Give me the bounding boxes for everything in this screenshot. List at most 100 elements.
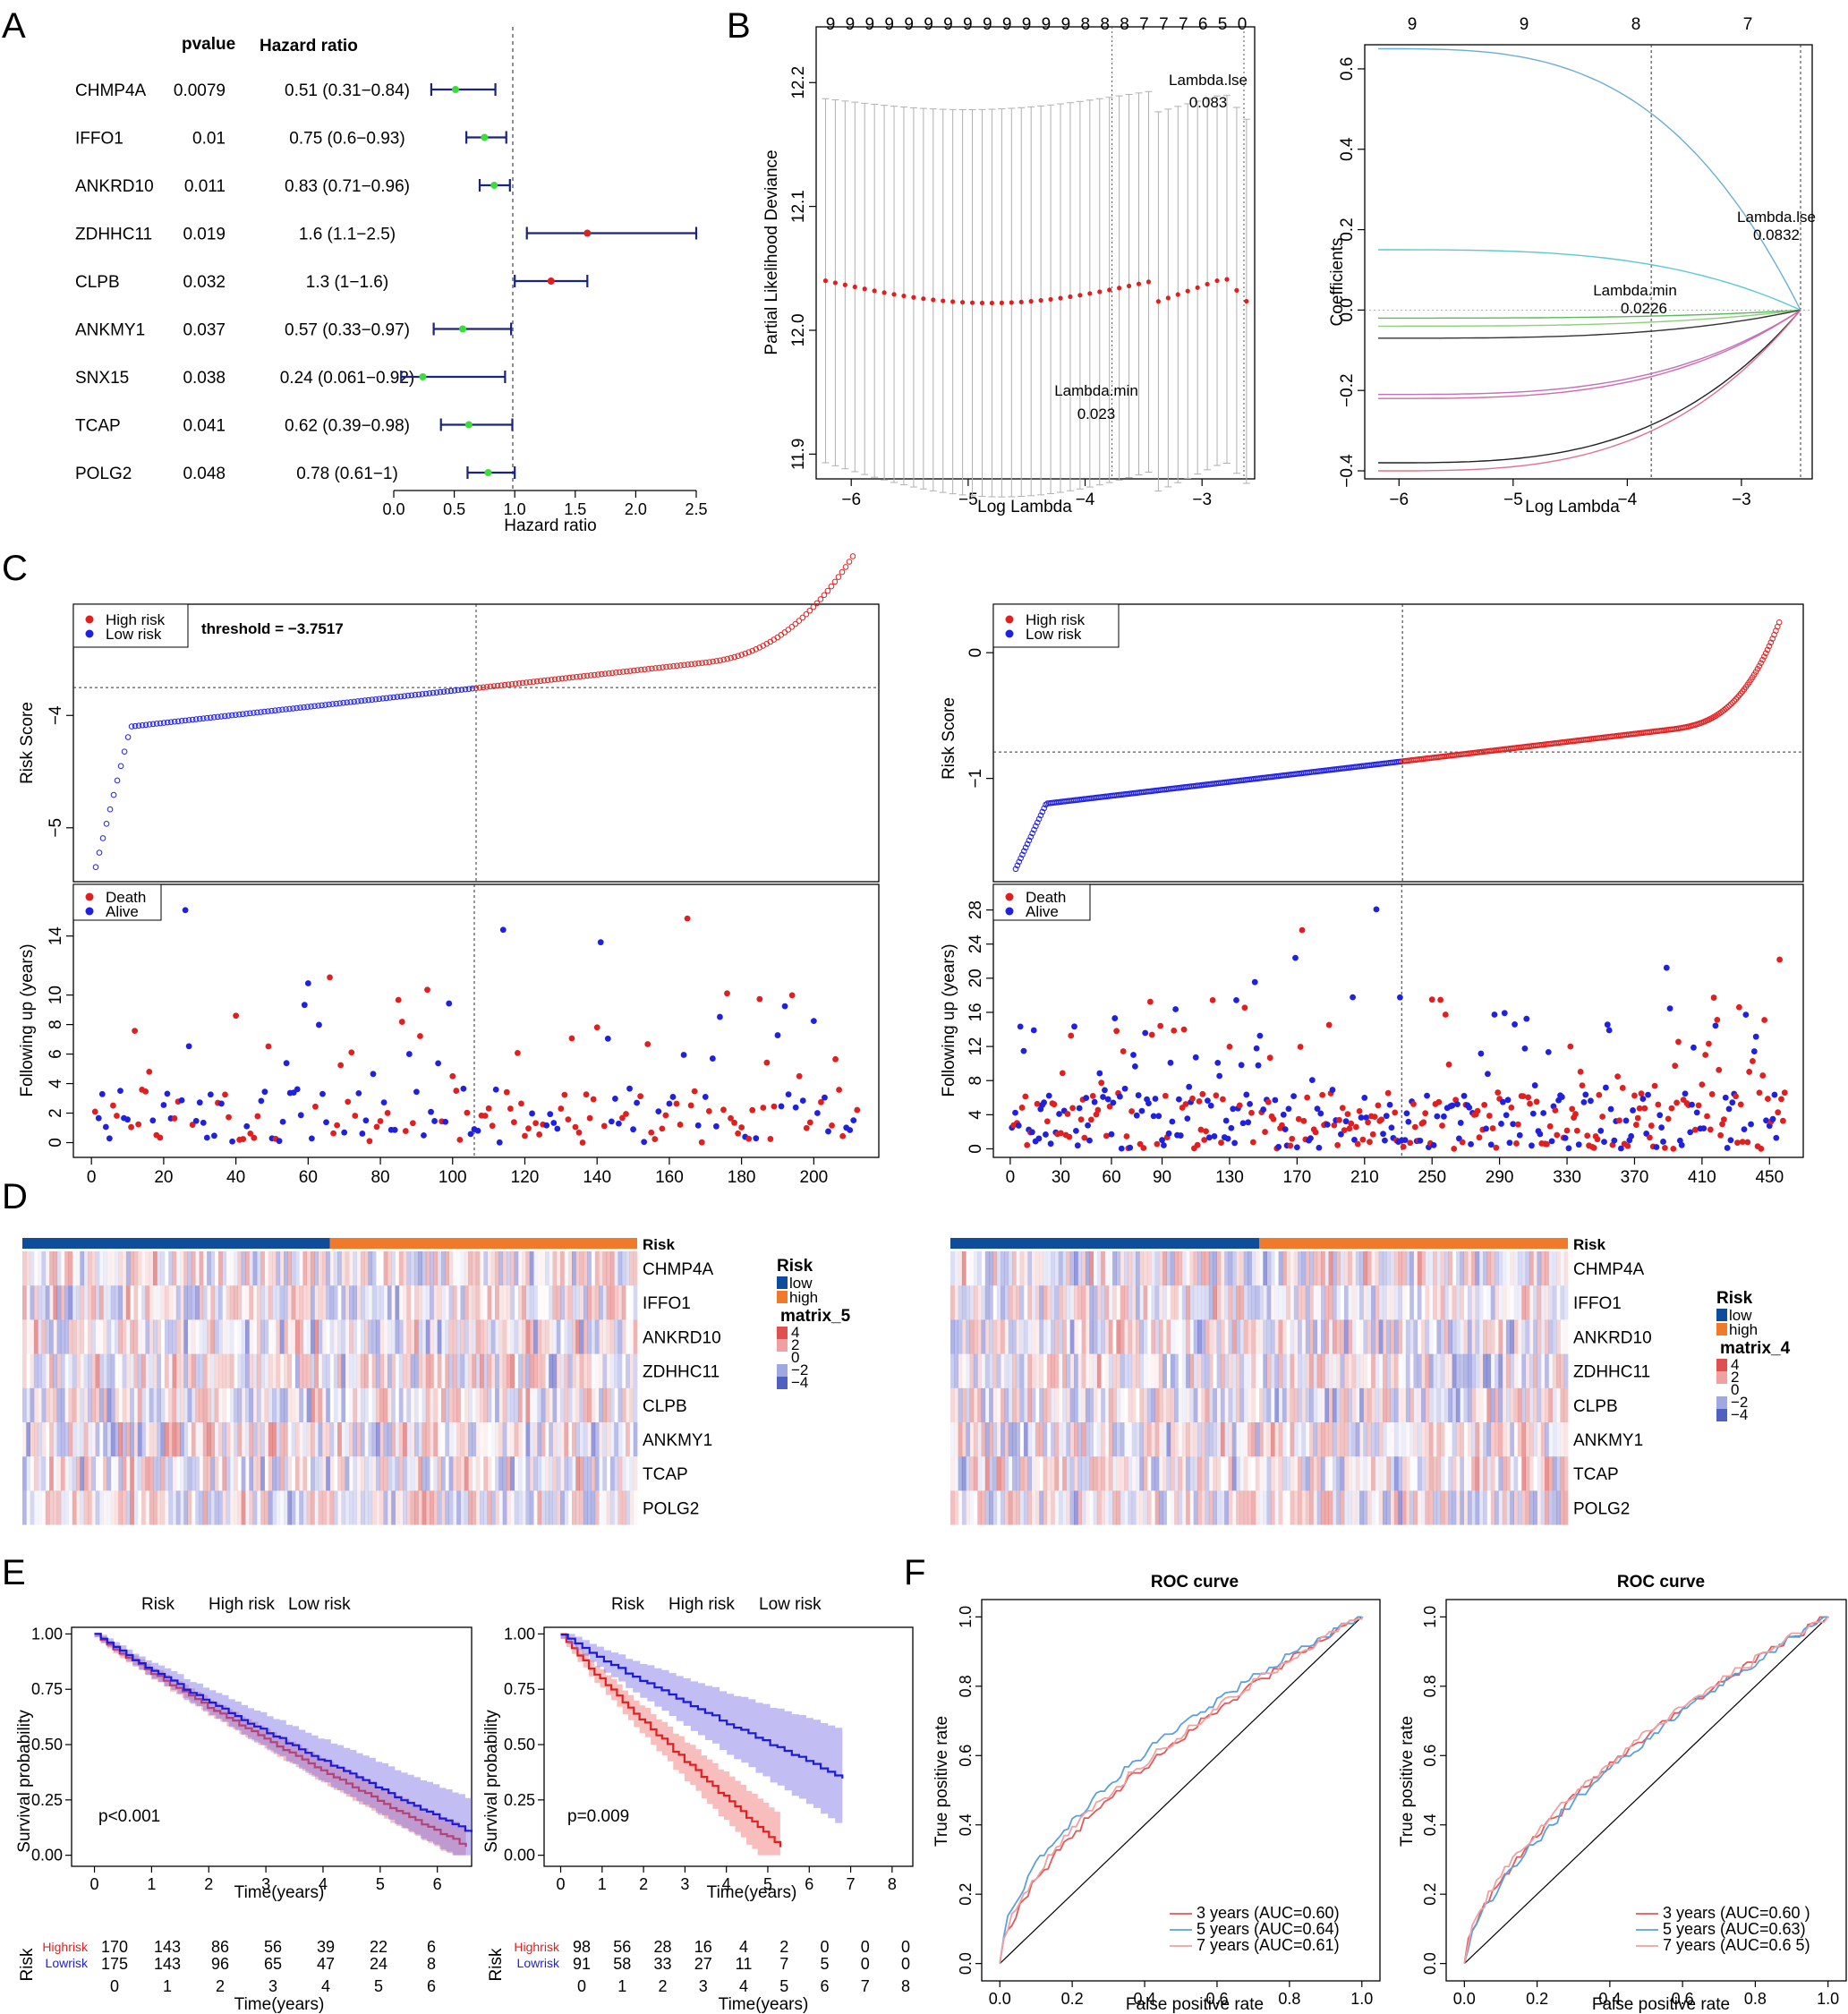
risk-table-high-label-left: Highrisk [42,1940,89,1954]
heatmap-cell [260,1285,265,1320]
heatmap-cell [1378,1285,1384,1320]
risk-score-point [1759,656,1766,663]
status-point [1641,1105,1648,1112]
heatmap-cell [456,1285,461,1320]
status-point [1405,1118,1412,1125]
heatmap-cell [1336,1456,1341,1491]
cv-deviance-point [1185,288,1190,294]
heatmap-cell [1401,1251,1407,1286]
heatmap-cell [1286,1387,1290,1422]
status-point [95,1114,102,1122]
heatmap-cell [187,1490,192,1525]
cv-deviance-point [862,286,867,292]
heatmap-cell [122,1490,127,1525]
heatmap-cell [34,1251,38,1285]
heatmap-cell [1316,1490,1322,1525]
heatmap-cell [364,1353,369,1388]
heatmap-cell [1143,1490,1148,1525]
risk-score-point [649,665,655,672]
status-point [1503,1112,1510,1119]
heatmap-cell [276,1319,281,1354]
heatmap-cell [218,1285,223,1320]
heatmap-cell [606,1285,611,1320]
status-point [1781,1089,1788,1097]
risk-table-count: 58 [613,1955,631,1973]
heatmap-cell [456,1251,461,1285]
heatmap-cell [1464,1285,1469,1319]
heatmap-cell [1371,1319,1375,1354]
heatmap-cell [480,1251,484,1285]
heatmap-cell [456,1490,461,1525]
heatmap-cell [533,1490,538,1524]
forest-pvalue: 0.038 [183,369,226,388]
status-point [684,915,691,922]
heatmap-cell [56,1490,62,1525]
heatmap-cell [1139,1353,1144,1388]
status-point [1111,1015,1119,1021]
heatmap-scale-swatch [1716,1396,1727,1409]
heatmap-cell [973,1353,978,1388]
heatmap-cell [545,1422,549,1456]
heatmap-cell [617,1490,623,1525]
km-x-tick-label: 2 [639,1875,648,1893]
risk-score-point [426,690,433,696]
heatmap-cell [1186,1456,1190,1491]
status-point [543,1122,550,1129]
heatmap-cell [1475,1387,1480,1422]
heatmap-cell [1224,1251,1229,1286]
heatmap-cell [1201,1422,1205,1457]
risk-score-point [1723,705,1729,712]
heatmap-cell [1221,1456,1225,1490]
heatmap-cell [448,1251,454,1286]
status-x-tick-label: 20 [154,1168,173,1187]
status-point [669,1094,677,1100]
heatmap-cell [472,1251,477,1286]
heatmap-cell [1359,1353,1364,1388]
heatmap-cell [1378,1490,1384,1525]
heatmap-cell [495,1353,499,1388]
heatmap-cell [514,1422,519,1457]
status-point [561,1091,568,1098]
heatmap-cell [396,1388,400,1422]
heatmap-cell [360,1353,365,1388]
risk-score-point [208,714,214,721]
heatmap-cell [153,1319,158,1354]
risk-score-point [667,663,673,670]
status-point [1341,1127,1348,1133]
risk-table-count: 22 [370,1938,387,1956]
heatmap-cell [1486,1456,1492,1491]
heatmap-cell [1178,1387,1183,1422]
heatmap-cell [456,1319,461,1354]
heatmap-cell [1178,1251,1183,1286]
status-point [492,1086,499,1093]
status-point [352,1113,359,1119]
risk-table-count: 27 [694,1955,712,1973]
heatmap-cell [614,1285,618,1320]
heatmap-cell [1074,1285,1078,1320]
heatmap-cell [1154,1285,1160,1320]
heatmap-cell [1336,1319,1341,1354]
heatmap-cell [1039,1422,1043,1457]
heatmap-cell [1321,1251,1325,1286]
forest-gene-label: ANKRD10 [75,177,154,196]
heatmap-cell [1213,1456,1217,1491]
status-point [579,1139,586,1146]
heatmap-cell [564,1387,569,1422]
heatmap-cell [60,1319,65,1354]
heatmap-cell [1502,1353,1507,1388]
heatmap-cell [1436,1353,1442,1388]
heatmap-cell [1506,1456,1511,1491]
risk-table-x-tick: 4 [321,1977,330,1995]
heatmap-cell [53,1251,58,1286]
heatmap-cell [1463,1490,1469,1525]
risk-score-point [548,677,555,683]
heatmap-cell [1051,1422,1055,1457]
heatmap-cell [1001,1422,1005,1457]
heatmap-cell [441,1387,446,1422]
heatmap-cell [498,1319,504,1354]
cv-deviance-point [1117,286,1122,291]
risk-table-count: 8 [427,1955,436,1973]
heatmap-cell [229,1490,234,1525]
heatmap-cell [1143,1456,1148,1491]
